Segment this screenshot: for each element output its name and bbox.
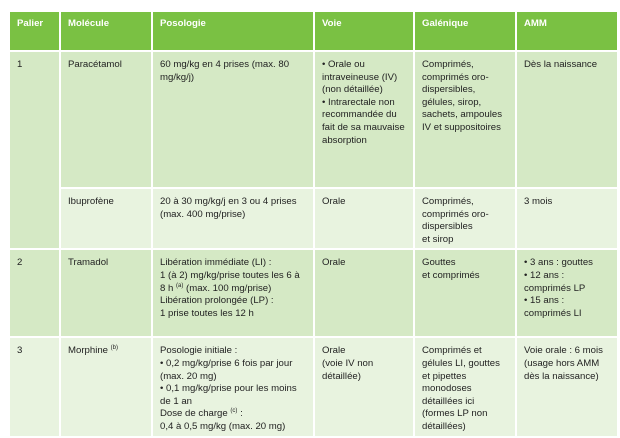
posologie-cell: 20 à 30 mg/kg/j en 3 ou 4 prises (max. 4… xyxy=(152,188,315,251)
amm-line: • 15 ans : comprimés LI xyxy=(524,295,582,319)
header-posologie: Posologie xyxy=(152,12,315,52)
voie-line: • Intrarectale non recommandée du fait d… xyxy=(322,96,405,146)
amm-cell: Voie orale : 6 mois (usage hors AMM dès … xyxy=(516,337,617,438)
amm-cell: Dès la naissance xyxy=(516,51,617,189)
voie-line: (voie IV non détaillée) xyxy=(322,357,374,382)
header-palier: Palier xyxy=(10,12,61,52)
amm-line: • 12 ans : comprimés LP xyxy=(524,269,586,294)
posologie-line: Libération prolongée (LP) : xyxy=(160,295,274,307)
amm-line: • 3 ans : gouttes xyxy=(524,257,593,269)
header-molecule: Molécule xyxy=(60,12,153,52)
posologie-line: • 0,2 mg/kg/prise 6 fois par jour (max. … xyxy=(160,357,293,382)
table-row-morphine: 3 Morphine (b) Posologie initiale : • 0,… xyxy=(10,337,617,438)
table-row-ibuprofene: Ibuprofène 20 à 30 mg/kg/j en 3 ou 4 pri… xyxy=(10,188,617,251)
voie-line: • Orale ou intraveineuse (IV) (non détai… xyxy=(322,59,398,96)
posologie-line: Posologie initiale : xyxy=(160,345,238,357)
header-row: Palier Molécule Posologie Voie Galénique… xyxy=(10,12,617,52)
voie-line: Orale xyxy=(322,345,346,357)
posologie-colon: : xyxy=(240,408,243,420)
galenique-line: et sirop xyxy=(422,233,454,245)
footnote-c: (c) xyxy=(230,408,238,415)
amm-cell: 3 mois xyxy=(516,188,617,251)
palier-cell: 1 xyxy=(10,51,61,251)
amm-cell: • 3 ans : gouttes • 12 ans : comprimés LP… xyxy=(516,249,617,339)
galenique-cell: Gouttes et comprimés xyxy=(414,249,517,339)
palier-cell: 3 xyxy=(10,337,61,438)
galenique-line: Gouttes xyxy=(422,257,456,269)
voie-cell: Orale (voie IV non détaillée) xyxy=(314,337,415,438)
header-galenique: Galénique xyxy=(414,12,517,52)
footnote-b: (b) xyxy=(110,345,119,352)
posologie-line: 1 prise toutes les 12 h xyxy=(160,307,254,319)
footnote-a: (a) xyxy=(176,282,184,289)
posologie-line: Dose de charge xyxy=(160,408,228,420)
header-voie: Voie xyxy=(314,12,415,52)
galenique-cell: Comprimés, comprimés oro-dispersibles et … xyxy=(414,188,517,251)
voie-cell: Orale xyxy=(314,249,415,339)
galenique-cell: Comprimés, comprimés oro-dispersibles, g… xyxy=(414,51,517,189)
voie-cell: Orale xyxy=(314,188,415,251)
galenique-line: Comprimés, comprimés oro-dispersibles xyxy=(422,196,489,233)
molecule-cell: Ibuprofène xyxy=(60,188,153,251)
header-amm: AMM xyxy=(516,12,617,52)
posologie-cell: Posologie initiale : • 0,2 mg/kg/prise 6… xyxy=(152,337,315,438)
table-row-paracetamol: 1 Paracétamol 60 mg/kg en 4 prises (max.… xyxy=(10,51,617,251)
palier-cell: 2 xyxy=(10,249,61,339)
molecule-cell: Paracétamol xyxy=(60,51,153,189)
posologie-cell: Libération immédiate (LI) : 1 (à 2) mg/k… xyxy=(152,249,315,339)
posologie-line: 1 (à 2) mg/kg/prise toutes les 6 à 8 h xyxy=(160,269,300,294)
table-row-tramadol: 2 Tramadol Libération immédiate (LI) : 1… xyxy=(10,249,617,339)
posologie-line: (max. 100 mg/prise) xyxy=(186,282,272,294)
galenique-cell: Comprimés et gélules LI, gouttes et pipe… xyxy=(414,337,517,438)
voie-cell: • Orale ou intraveineuse (IV) (non détai… xyxy=(314,51,415,189)
molecule-name: Morphine xyxy=(68,345,108,357)
molecule-cell: Tramadol xyxy=(60,249,153,339)
posologie-line: Libération immédiate (LI) : xyxy=(160,257,272,269)
posologie-cell: 60 mg/kg en 4 prises (max. 80 mg/kg/j) xyxy=(152,51,315,189)
analgesic-table: Palier Molécule Posologie Voie Galénique… xyxy=(10,12,617,438)
molecule-cell: Morphine (b) xyxy=(60,337,153,438)
galenique-line: et comprimés xyxy=(422,269,480,281)
posologie-line: • 0,1 mg/kg/prise pour les moins de 1 an xyxy=(160,383,297,407)
